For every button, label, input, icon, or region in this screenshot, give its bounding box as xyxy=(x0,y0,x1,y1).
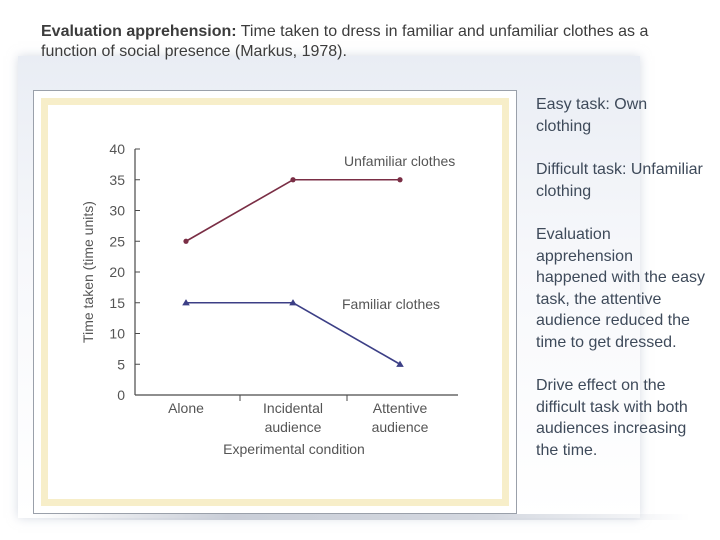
y-tick-label: 0 xyxy=(117,387,125,403)
y-tick-label: 10 xyxy=(109,326,125,342)
series-label: Unfamiliar clothes xyxy=(344,153,455,169)
figure-border xyxy=(41,98,509,506)
x-tick-label: Incidental xyxy=(263,400,323,416)
x-tick-label: Attentive xyxy=(373,400,428,416)
notes-list: Easy task: Own clothing Difficult task: … xyxy=(536,94,706,483)
y-tick-label: 20 xyxy=(109,264,125,280)
slide-title-rest: Time taken to dress in familiar and unfa… xyxy=(41,23,649,60)
series-line xyxy=(185,178,400,242)
data-point-triangle xyxy=(289,299,297,306)
x-tick-label: Alone xyxy=(168,400,204,416)
data-point-circle xyxy=(183,238,189,244)
y-tick-label: 30 xyxy=(109,203,125,219)
y-tick-label: 15 xyxy=(109,295,125,311)
y-tick-label: 40 xyxy=(109,141,125,157)
note-drive-effect: Drive effect on the difficult task with … xyxy=(536,377,688,459)
data-point-circle xyxy=(397,177,403,183)
data-point-triangle xyxy=(396,360,404,367)
x-axis-title: Experimental condition xyxy=(223,441,365,457)
x-tick-label: audience xyxy=(372,419,429,435)
data-point-triangle xyxy=(182,299,190,306)
y-tick-label: 25 xyxy=(109,233,125,249)
note-difficult-task: Difficult task: Unfamiliar clothing xyxy=(536,161,703,200)
slide-title-bold: Evaluation apprehension: xyxy=(41,23,237,40)
slide-bottom-bar xyxy=(30,514,690,520)
y-axis-title: Time taken (time units) xyxy=(80,201,96,343)
y-tick-label: 35 xyxy=(109,172,125,188)
note-evaluation-apprehension: Evaluation apprehension happened with th… xyxy=(536,226,706,351)
slide-title: Evaluation apprehension: Time taken to d… xyxy=(41,22,701,62)
data-point-circle xyxy=(290,177,296,183)
note-easy-task: Easy task: Own clothing xyxy=(536,96,648,135)
y-tick-label: 5 xyxy=(117,356,125,372)
series-label: Familiar clothes xyxy=(342,296,440,312)
x-tick-label: audience xyxy=(265,419,322,435)
